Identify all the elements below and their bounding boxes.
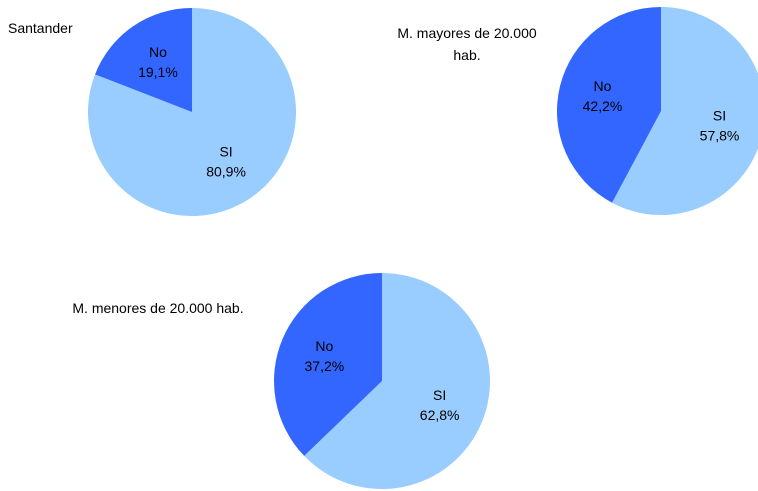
slice-category: No: [149, 44, 167, 60]
chart-title: M. mayores de 20.000 hab.: [397, 25, 537, 63]
slice-category: SI: [433, 387, 446, 403]
chart-title: M. menores de 20.000 hab.: [72, 300, 244, 316]
slice-category: No: [315, 338, 333, 354]
pie-slice: [304, 273, 491, 489]
slice-value-label: 62,8%: [420, 407, 460, 423]
slice-value-label: 42,2%: [583, 98, 623, 114]
pie-slice: [88, 8, 297, 217]
slice-value-label: 80,9%: [206, 163, 246, 179]
slice-value-label: 37,2%: [305, 358, 345, 374]
pie-slice: [557, 7, 661, 203]
slice-category: No: [594, 78, 612, 94]
slice-category: SI: [713, 107, 726, 123]
pie-slice: [612, 7, 758, 215]
slice-value-label: 19,1%: [138, 64, 178, 80]
chart-title: Santander: [8, 20, 73, 36]
pie-slice: [95, 8, 192, 112]
slice-category: SI: [219, 143, 232, 159]
pie-slice: [274, 273, 382, 456]
slice-value-label: 57,8%: [700, 127, 740, 143]
